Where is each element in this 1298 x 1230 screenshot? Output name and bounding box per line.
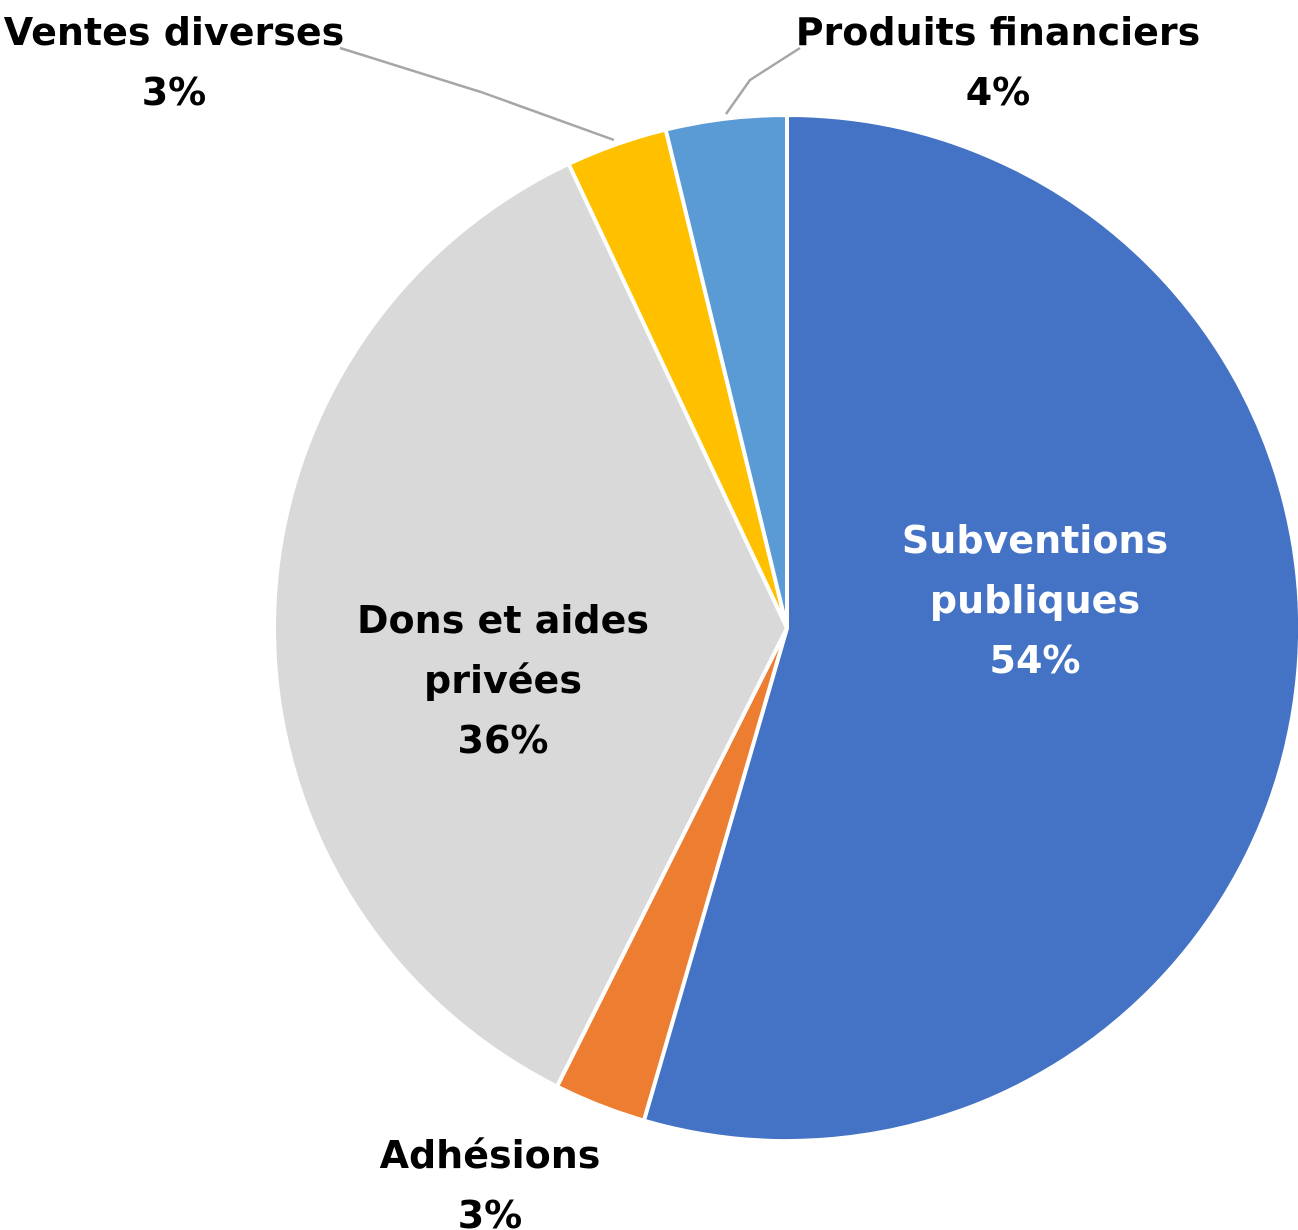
- percent-label: 3%: [458, 1193, 523, 1230]
- percent-label: 4%: [966, 70, 1031, 114]
- label-produits-financiers: Produits financiers 4%: [796, 10, 1201, 114]
- label-adhesions: Adhésions 3%: [380, 1133, 601, 1230]
- percent-label: 54%: [990, 638, 1081, 682]
- leader-lines: [339, 46, 801, 142]
- category-label: privées: [424, 658, 582, 702]
- label-subventions-publiques: Subventions publiques 54%: [902, 518, 1168, 682]
- category-label: Subventions: [902, 518, 1168, 562]
- category-label: publiques: [930, 578, 1140, 622]
- category-label: Produits financiers: [796, 10, 1201, 54]
- slice-produits-financiers: [663, 113, 789, 630]
- slice-dons-et-aides-privees: [272, 161, 789, 1089]
- percent-label: 3%: [142, 70, 207, 114]
- slice-subventions-publiques: [641, 113, 1298, 1143]
- category-label: Dons et aides: [357, 598, 649, 642]
- category-label: Adhésions: [380, 1133, 601, 1177]
- category-label: Ventes diverses: [4, 10, 344, 54]
- pie-slices: [272, 113, 1298, 1143]
- slice-labels: Subventions publiques 54% Adhésions 3% Dons e…: [4, 10, 1201, 1230]
- percent-label: 36%: [458, 718, 549, 762]
- leader-line-produits-financiers: [724, 46, 801, 115]
- leader-line-ventes-diverses: [339, 46, 615, 142]
- label-ventes-diverses: Ventes diverses 3%: [4, 10, 344, 114]
- label-dons-et-aides-privees: Dons et aides privées 36%: [357, 598, 649, 762]
